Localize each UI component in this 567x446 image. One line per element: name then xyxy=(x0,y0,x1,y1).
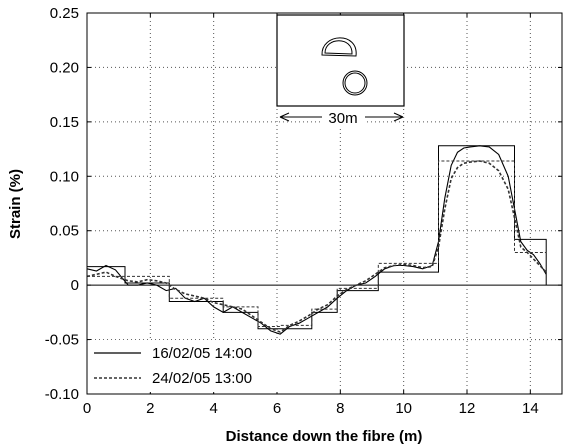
grid-layer xyxy=(87,13,562,394)
legend-series-1-label: 16/02/05 14:00 xyxy=(152,345,252,362)
tick-layer: -0.10 -0.05 0 0.05 0.10 0.15 0.20 0.25 0 2 4 6 8 10 12… xyxy=(45,5,562,417)
x-tick-label: 8 xyxy=(336,400,344,417)
x-tick-label: 4 xyxy=(209,400,217,417)
y-tick-label: 0.10 xyxy=(50,168,79,185)
series-2-measured-line xyxy=(86,160,547,333)
x-tick-label: 14 xyxy=(522,400,539,417)
scale-label: 30m xyxy=(328,110,357,127)
legend-series-2-label: 24/02/05 13:00 xyxy=(152,370,252,387)
legend-background xyxy=(90,340,281,392)
x-tick-label: 12 xyxy=(459,400,476,417)
inset-diagram: 30m xyxy=(276,14,405,127)
series-1-measured-line xyxy=(86,145,547,335)
x-tick-label: 0 xyxy=(83,400,91,417)
series-1-step-line xyxy=(87,145,547,330)
scale-arrow-left-head xyxy=(279,112,290,122)
scale-label-background xyxy=(322,108,365,126)
x-tick-label: 10 xyxy=(395,400,412,417)
y-tick-label: 0.15 xyxy=(50,114,79,131)
y-tick-label: 0.25 xyxy=(50,5,79,22)
x-axis-title: Distance down the fibre (m) xyxy=(226,428,423,445)
inset-frame xyxy=(276,14,405,107)
y-tick-label: -0.05 xyxy=(45,332,79,349)
legend: 16/02/05 14:00 24/02/05 13:00 xyxy=(90,340,281,392)
scale-arrow-right-head xyxy=(393,112,404,122)
plot-frame xyxy=(86,12,563,395)
circular-tunnel-inner-shape xyxy=(344,72,366,94)
y-axis-title: Strain (%) xyxy=(7,169,24,239)
series-layer xyxy=(86,145,547,335)
y-tick-label: 0.20 xyxy=(50,59,79,76)
y-tick-label: 0 xyxy=(71,277,79,294)
y-tick-label: -0.10 xyxy=(45,386,79,403)
x-tick-label: 6 xyxy=(273,400,281,417)
horseshoe-tunnel-inner-shape xyxy=(324,40,353,55)
x-tick-label: 2 xyxy=(146,400,154,417)
y-tick-label: 0.05 xyxy=(50,223,79,240)
series-2-step-line xyxy=(87,160,547,327)
